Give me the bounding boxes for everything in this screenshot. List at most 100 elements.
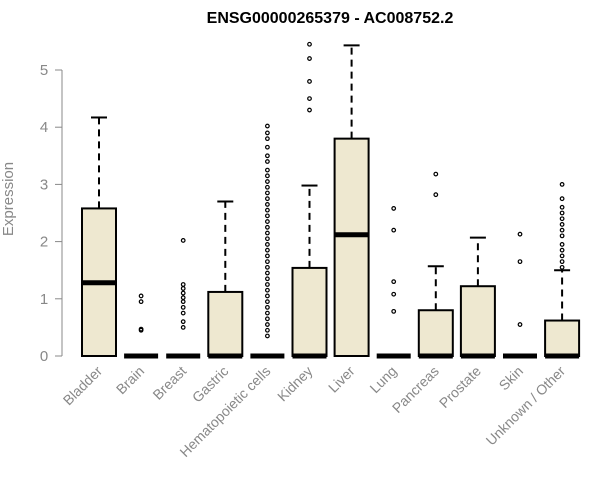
outlier-point (559, 259, 565, 265)
outlier-point (559, 247, 565, 253)
outlier-point (559, 242, 565, 247)
outlier-point (180, 286, 186, 291)
y-tick-label: 3 (40, 176, 48, 193)
box-9 (417, 171, 454, 359)
outlier-point (517, 322, 523, 327)
outlier-point (265, 230, 270, 236)
outlier-point (265, 190, 270, 196)
outlier-point (265, 242, 270, 247)
outlier-point (265, 136, 270, 142)
outlier-point (265, 236, 270, 242)
outlier-point (265, 276, 270, 282)
box-12 (544, 181, 581, 359)
outlier-point (265, 310, 270, 316)
outlier-point (559, 264, 565, 270)
outlier-point (180, 299, 186, 305)
outlier-point (180, 282, 186, 287)
x-tick-label: Pancreas (389, 363, 442, 416)
outlier-point (391, 291, 397, 297)
outlier-point (559, 253, 565, 259)
outlier-point (265, 247, 270, 253)
outlier-point (307, 107, 312, 113)
box-11 (503, 231, 537, 359)
outlier-point (265, 207, 270, 213)
outlier-point (559, 181, 565, 187)
box-rect (291, 266, 328, 357)
outlier-point (265, 144, 270, 150)
x-tick-label: Unknown / Other (483, 363, 569, 449)
box-10 (459, 236, 496, 359)
x-tick-label: Bladder (60, 363, 106, 409)
outlier-point (180, 325, 186, 330)
outlier-point (391, 227, 397, 233)
outlier-point (265, 202, 270, 207)
y-tick-label: 1 (40, 291, 48, 308)
outlier-point (180, 310, 186, 316)
outlier-point (265, 153, 270, 159)
outlier-point (180, 295, 186, 301)
outlier-point (433, 171, 439, 177)
outlier-point (307, 56, 312, 61)
x-tick-label: Liver (325, 363, 358, 396)
outlier-point (265, 304, 270, 310)
box-rect (459, 285, 496, 357)
box-5 (250, 123, 285, 359)
box-1 (81, 116, 117, 357)
outlier-point (180, 238, 186, 243)
y-tick-label: 2 (40, 234, 48, 251)
outlier-point (559, 210, 565, 216)
box-4 (207, 200, 244, 359)
box-3 (166, 238, 201, 359)
outlier-point (265, 159, 270, 164)
outlier-point (265, 327, 270, 333)
outlier-point (391, 279, 397, 285)
outlier-point (265, 173, 270, 179)
outlier-point (265, 322, 270, 327)
outlier-point (265, 179, 270, 184)
outlier-point (138, 293, 144, 299)
outlier-point (517, 231, 523, 237)
outlier-point (559, 233, 565, 239)
outlier-point (559, 227, 565, 233)
outlier-point (265, 299, 270, 305)
outlier-point (265, 224, 270, 230)
outlier-point (180, 304, 186, 310)
outlier-point (307, 79, 312, 84)
outlier-point (517, 259, 523, 265)
outlier-point (265, 184, 270, 190)
outlier-point (265, 196, 270, 202)
y-tick-label: 4 (40, 119, 48, 136)
y-tick-label: 0 (40, 348, 48, 365)
box-rect (544, 319, 581, 358)
outlier-point (265, 213, 270, 219)
outlier-point (180, 319, 186, 325)
outlier-point (265, 264, 270, 270)
x-tick-label: Lung (366, 363, 399, 396)
outlier-point (265, 316, 270, 322)
outlier-point (265, 259, 270, 265)
box-rect (207, 290, 244, 358)
box-rect (417, 309, 454, 357)
box-rect (333, 137, 370, 357)
outlier-point (265, 167, 270, 173)
outlier-point (559, 216, 565, 222)
outlier-point (265, 282, 270, 287)
x-tick-label: Kidney (274, 363, 316, 405)
outlier-point (559, 204, 565, 210)
outlier-point (265, 270, 270, 276)
box-7 (333, 44, 370, 357)
outlier-point (307, 96, 312, 101)
y-axis-label: Expression (0, 162, 17, 236)
outlier-point (265, 130, 270, 136)
outlier-point (265, 287, 270, 293)
y-axis: 0 1 2 3 4 5 (40, 62, 63, 365)
outlier-point (265, 293, 270, 299)
box-8 (376, 206, 411, 359)
plot-area (81, 41, 581, 359)
x-tick-label: Prostate (436, 363, 484, 411)
outlier-point (180, 290, 186, 296)
box-2 (124, 293, 159, 359)
outlier-point (391, 206, 397, 211)
